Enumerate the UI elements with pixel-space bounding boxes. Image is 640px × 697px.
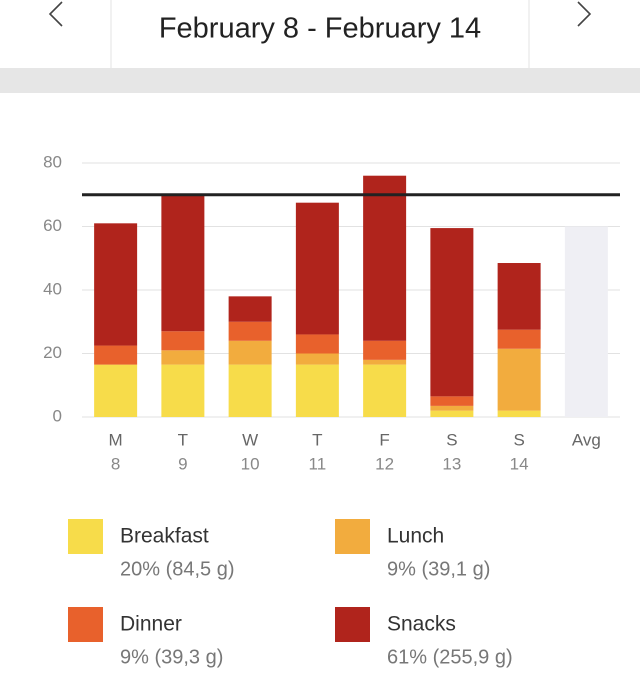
y-tick-label: 80 bbox=[43, 152, 62, 171]
x-tick-label: S bbox=[513, 430, 524, 449]
legend-name: Snacks bbox=[387, 613, 456, 636]
bar-segment bbox=[295, 202, 339, 335]
bar-segment bbox=[94, 364, 138, 417]
bar-segment bbox=[228, 321, 272, 341]
bar-segment bbox=[94, 223, 138, 346]
bar-segment bbox=[363, 175, 407, 341]
bar-segment bbox=[363, 340, 407, 360]
y-tick-label: 20 bbox=[43, 343, 62, 362]
legend-swatch bbox=[335, 607, 370, 642]
legend-name: Dinner bbox=[120, 613, 182, 636]
bar-segment bbox=[161, 364, 205, 417]
x-tick-label: T bbox=[178, 430, 188, 449]
bar-segment bbox=[497, 263, 541, 330]
legend-swatch bbox=[335, 519, 370, 554]
legend-name: Lunch bbox=[387, 525, 444, 548]
bar-segment bbox=[363, 359, 407, 365]
bar-segment bbox=[295, 364, 339, 417]
x-tick-label: T bbox=[312, 430, 322, 449]
legend-swatch bbox=[68, 519, 103, 554]
x-tick-date: 12 bbox=[375, 454, 394, 473]
bar-segment bbox=[430, 405, 474, 411]
bar-segment bbox=[161, 350, 205, 365]
bar-segment bbox=[497, 348, 541, 411]
next-button[interactable] bbox=[577, 1, 592, 27]
y-tick-label: 40 bbox=[43, 279, 62, 298]
x-tick-date: 9 bbox=[178, 454, 187, 473]
bar-segment bbox=[94, 345, 138, 365]
bar-segment bbox=[497, 410, 541, 417]
bar-segment bbox=[363, 364, 407, 417]
x-tick-date: 10 bbox=[241, 454, 260, 473]
bar-segment bbox=[430, 410, 474, 417]
y-tick-label: 60 bbox=[43, 216, 62, 235]
y-tick-label: 0 bbox=[53, 406, 62, 425]
bar-segment bbox=[161, 331, 205, 351]
week-title: February 8 - February 14 bbox=[159, 13, 481, 45]
prev-button[interactable] bbox=[48, 1, 63, 27]
separator-band bbox=[0, 68, 640, 93]
bar-segment bbox=[430, 228, 474, 397]
bar-segment bbox=[430, 396, 474, 406]
legend-name: Breakfast bbox=[120, 525, 209, 548]
bar-segment bbox=[228, 340, 272, 365]
x-tick-label: S bbox=[446, 430, 457, 449]
average-bar bbox=[564, 226, 608, 417]
x-tick-date: 8 bbox=[111, 454, 120, 473]
header-bar bbox=[0, 0, 640, 68]
bar-segment bbox=[295, 334, 339, 354]
legend-swatch bbox=[68, 607, 103, 642]
bar-segment bbox=[228, 364, 272, 417]
legend-summary: 9% (39,1 g) bbox=[387, 558, 490, 580]
bar-segment bbox=[161, 194, 205, 332]
x-tick-date: 13 bbox=[442, 454, 461, 473]
x-tick-date: 14 bbox=[510, 454, 529, 473]
bar-segment bbox=[228, 296, 272, 322]
x-tick-label: Avg bbox=[572, 430, 601, 449]
x-tick-label: M bbox=[109, 430, 123, 449]
x-tick-date: 11 bbox=[309, 454, 327, 473]
legend-summary: 9% (39,3 g) bbox=[120, 646, 223, 668]
legend-summary: 61% (255,9 g) bbox=[387, 646, 513, 668]
bar-segment bbox=[295, 353, 339, 365]
legend-summary: 20% (84,5 g) bbox=[120, 558, 235, 580]
x-tick-label: W bbox=[242, 430, 258, 449]
bar-segment bbox=[497, 329, 541, 349]
x-tick-label: F bbox=[379, 430, 389, 449]
